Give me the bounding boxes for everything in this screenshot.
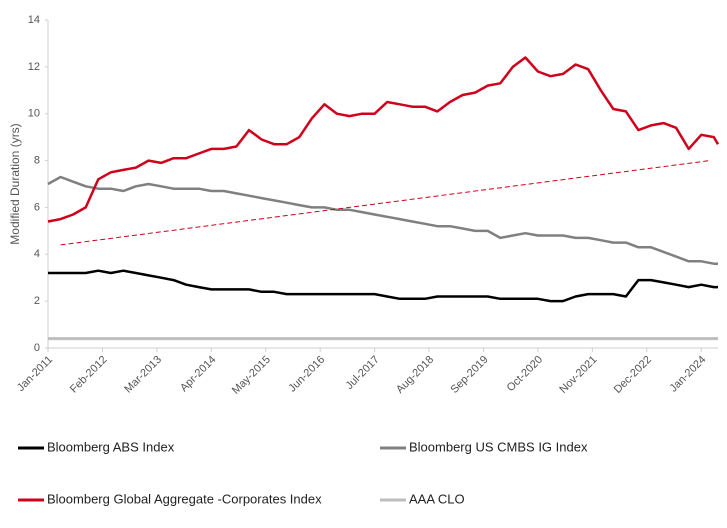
y-tick-label: 2 <box>34 295 40 307</box>
x-tick-label: Aug-2018 <box>394 354 436 396</box>
y-tick-label: 0 <box>34 342 40 354</box>
x-tick-label: Sep-2019 <box>448 354 490 396</box>
trend-line <box>60 160 710 246</box>
y-tick-label: 12 <box>28 61 40 73</box>
x-tick-label: Nov-2021 <box>557 354 599 396</box>
x-tick-label: Feb-2012 <box>68 354 110 396</box>
y-tick-label: 6 <box>34 201 40 213</box>
series-line <box>47 56 720 223</box>
legend-label: Bloomberg Global Aggregate -Corporates I… <box>47 491 322 506</box>
x-tick-label: Jun-2016 <box>286 354 327 395</box>
x-tick-label: Mar-2013 <box>122 354 164 396</box>
y-tick-label: 10 <box>28 108 40 120</box>
x-tick-label: Apr-2014 <box>178 354 218 394</box>
x-tick-label: Jul-2017 <box>343 354 381 392</box>
x-tick-label: Oct-2020 <box>505 354 545 394</box>
series-line <box>47 175 718 265</box>
legend-label: Bloomberg US CMBS IG Index <box>409 439 588 454</box>
y-tick-label: 8 <box>34 154 40 166</box>
series-line <box>48 269 718 303</box>
x-tick-label: Dec-2022 <box>612 354 654 396</box>
y-tick-label: 14 <box>28 14 40 26</box>
x-tick-label: May-2015 <box>230 354 273 397</box>
y-tick-label: 4 <box>34 248 40 260</box>
legend-label: AAA CLO <box>409 491 465 506</box>
y-axis-title: Modified Duration (yrs) <box>8 123 22 244</box>
x-tick-label: Jan-2024 <box>668 354 709 395</box>
x-tick-label: Jan-2011 <box>15 354 55 394</box>
legend-label: Bloomberg ABS Index <box>47 439 175 454</box>
